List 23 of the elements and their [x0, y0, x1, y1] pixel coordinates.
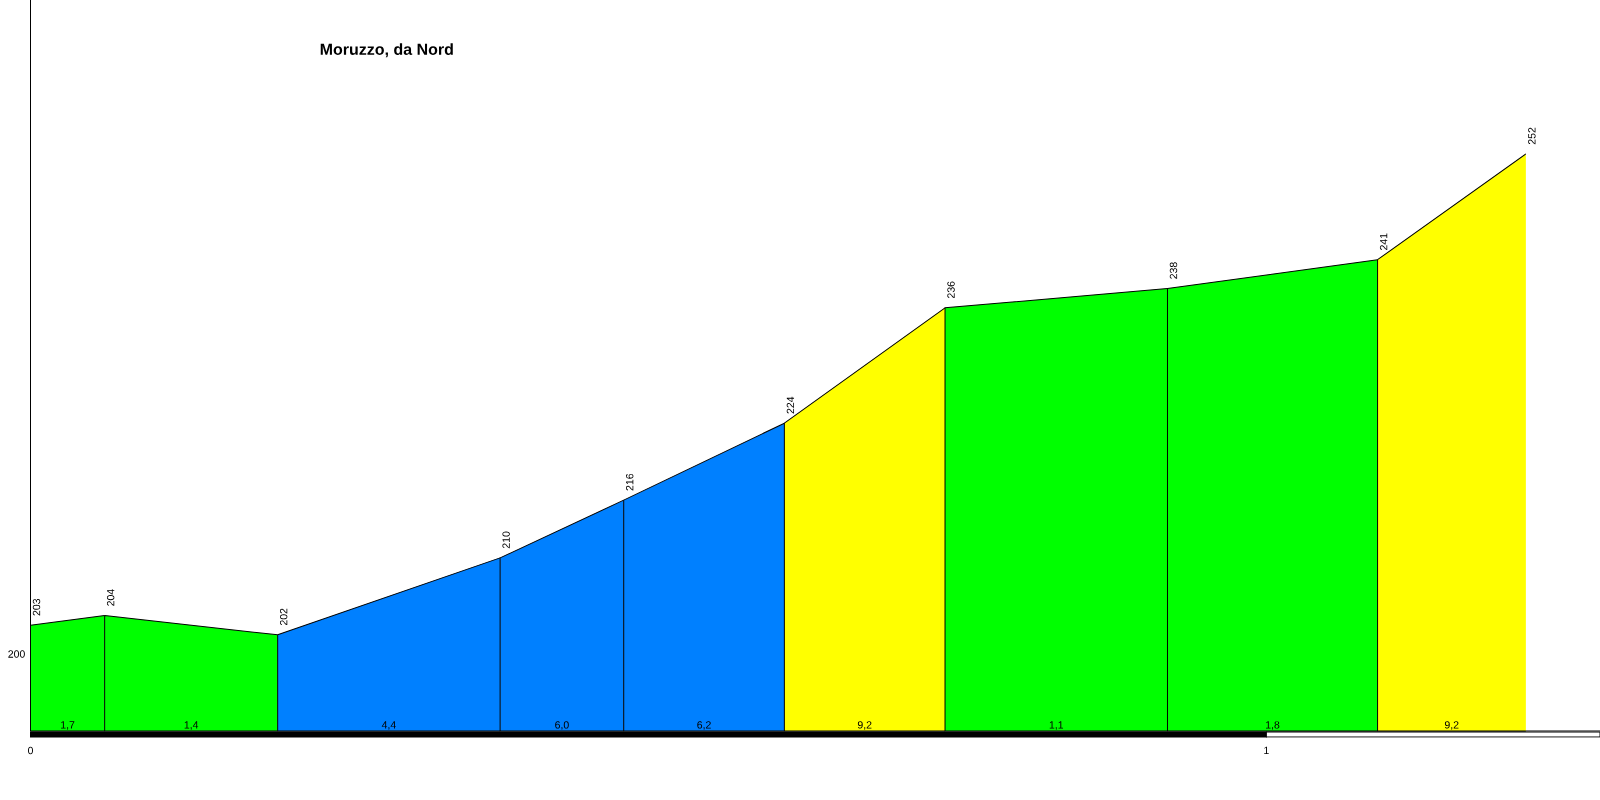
data-label: 241: [1379, 233, 1388, 250]
data-label: 252: [1528, 127, 1536, 145]
data-label: 202: [279, 608, 288, 626]
x-tick-label: 1: [1264, 746, 1269, 754]
x-tick-label: 0: [27, 746, 34, 755]
annotation: 1,7: [61, 721, 75, 730]
annotation: 1,1: [1049, 721, 1064, 730]
data-label: 210: [502, 531, 510, 549]
text: Moruzzo, da Nord: [320, 43, 453, 58]
annotation: 9,2: [857, 721, 872, 730]
data-label: 224: [786, 396, 795, 414]
annotation: 4,4: [381, 721, 396, 730]
data-label: 238: [1169, 262, 1178, 279]
annotation: 6,0: [555, 721, 569, 730]
data-label: 203: [32, 598, 41, 616]
annotation: 9,2: [1444, 721, 1459, 730]
annotation: 1,4: [184, 721, 199, 730]
data-label: 236: [947, 281, 955, 299]
annotation: 6,2: [697, 721, 711, 730]
data-label: 216: [625, 473, 634, 491]
annotation: 1,8: [1266, 721, 1280, 730]
data-label: 204: [106, 589, 115, 606]
text: 200: [8, 650, 25, 658]
